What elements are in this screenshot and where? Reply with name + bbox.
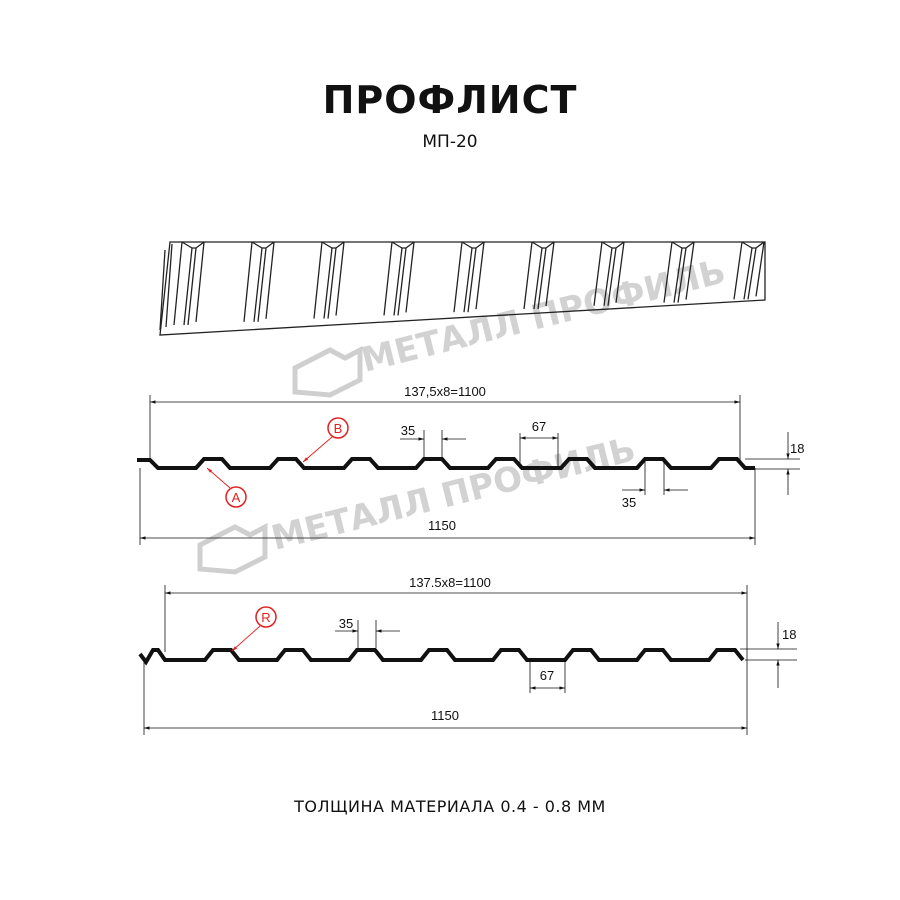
- sheet-rib: [453, 241, 485, 313]
- dim-total-r: 1150: [431, 708, 459, 723]
- dim-bottom-width-a: 35: [622, 495, 636, 510]
- marker-a: A: [232, 490, 241, 505]
- sheet-outline: [159, 241, 766, 336]
- sheet-rib: [243, 241, 275, 322]
- profile-a: 137,5x8=1100 1150 35 67 35 18 B A: [137, 384, 804, 545]
- watermark-logo-2: МЕТАЛЛ ПРОФИЛЬ: [197, 430, 640, 575]
- marker-b: B: [334, 421, 343, 436]
- page-title: ПРОФЛИСТ: [322, 78, 578, 122]
- sheet-rib: [663, 241, 695, 303]
- sheet-rib: [313, 241, 345, 319]
- profile-r: 137.5x8=1100 1150 35 67 18 R: [138, 575, 797, 735]
- material-thickness-note: ТОЛЩИНА МАТЕРИАЛА 0.4 - 0.8 ММ: [294, 797, 606, 816]
- sheet-rib: [383, 241, 415, 316]
- sheet-rib: [733, 241, 765, 300]
- svg-text:МЕТАЛЛ ПРОФИЛЬ: МЕТАЛЛ ПРОФИЛЬ: [268, 430, 640, 559]
- dim-height-a: 18: [790, 441, 804, 456]
- sheet-rib: [593, 241, 625, 306]
- sheet-rib: [173, 241, 205, 326]
- page-subtitle: МП-20: [422, 132, 478, 152]
- sheet-perspective-drawing: [159, 241, 766, 336]
- profile-r-line: [138, 648, 745, 666]
- dim-rib-gap-a: 67: [532, 419, 546, 434]
- dim-total-a: 1150: [428, 518, 456, 533]
- sheet-rib: [523, 241, 555, 310]
- dim-top-width-a: 35: [401, 423, 415, 438]
- dim-rib-gap-r: 67: [540, 668, 554, 683]
- dim-height-r: 18: [782, 627, 796, 642]
- profile-a-line: [137, 457, 755, 470]
- sheet-edge: [159, 243, 173, 331]
- dim-top-width-r: 35: [339, 616, 353, 631]
- dim-pitch-r: 137.5x8=1100: [409, 575, 491, 590]
- dim-pitch-a: 137,5x8=1100: [404, 384, 486, 399]
- marker-r: R: [261, 610, 270, 625]
